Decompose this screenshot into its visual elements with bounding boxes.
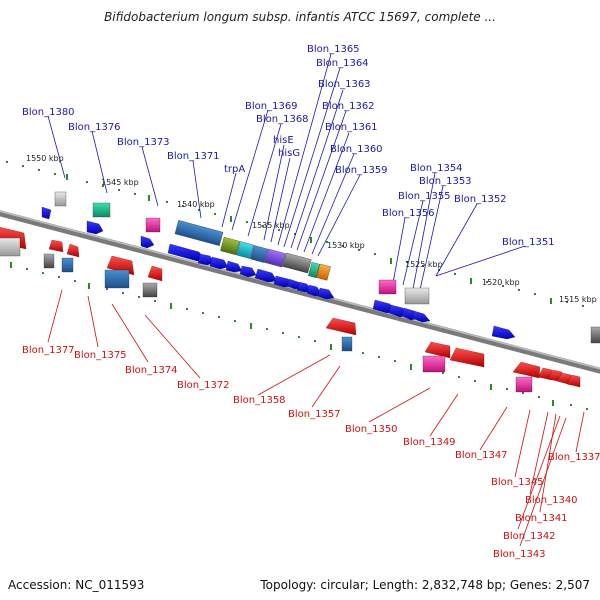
gene-label: Blon_1360: [330, 144, 383, 155]
reverse-genes: [0, 227, 581, 388]
gene-label: trpA: [224, 164, 245, 175]
gene-label: Blon_1374: [125, 365, 178, 376]
genome-backbone: [0, 210, 600, 374]
gene-label: Blon_1358: [233, 395, 286, 406]
gene-label: Blon_1377: [22, 345, 75, 356]
gene-label: Blon_1354: [410, 163, 463, 174]
gene-label: Blon_1357: [288, 409, 341, 420]
gene-label: hisG: [278, 148, 300, 159]
gene-label: Blon_1349: [403, 437, 456, 448]
gene-label: Blon_1362: [322, 101, 375, 112]
gene-label: Blon_1364: [316, 58, 369, 69]
gene-label: Blon_1380: [22, 107, 75, 118]
gene-label: Blon_1337: [548, 452, 600, 463]
gene-label: Blon_1343: [493, 549, 546, 560]
gene-label: Blon_1350: [345, 424, 398, 435]
gene-label: Blon_1363: [318, 79, 371, 90]
kbp-label: 1525 kbp: [405, 260, 443, 269]
topology-text: Topology: circular; Length: 2,832,748 bp…: [260, 578, 590, 592]
gene-label: Blon_1355: [398, 191, 451, 202]
top-leader-lines: [47, 53, 526, 291]
outer-tick-row: [6, 161, 584, 307]
gene-label: Blon_1356: [382, 208, 435, 219]
gene-label: Blon_1361: [325, 122, 378, 133]
gene-label: hisE: [273, 135, 294, 146]
gene-label: Blon_1376: [68, 122, 121, 133]
gene-label: Blon_1351: [502, 237, 555, 248]
kbp-label: 1535 kbp: [252, 221, 290, 230]
gene-label: Blon_1342: [503, 531, 556, 542]
outer-features: [54, 191, 430, 305]
gene-label: Blon_1369: [245, 101, 298, 112]
gene-label: Blon_1352: [454, 194, 507, 205]
gene-label: Blon_1365: [307, 44, 360, 55]
gene-label: Blon_1368: [256, 114, 309, 125]
gene-label: Blon_1341: [515, 513, 568, 524]
kbp-label: 1550 kbp: [26, 154, 64, 163]
gene-label: Blon_1359: [335, 165, 388, 176]
gene-label: Blon_1347: [455, 450, 508, 461]
forward-genes: [41, 206, 516, 340]
kbp-label: 1530 kbp: [327, 241, 365, 250]
kbp-label: 1520 kbp: [482, 278, 520, 287]
map-title: Bifidobacterium longum subsp. infantis A…: [104, 10, 496, 24]
kbp-label: 1545 kbp: [101, 178, 139, 187]
kbp-label: 1540 kbp: [177, 200, 215, 209]
inner-features: [0, 237, 600, 393]
gene-label: Blon_1375: [74, 350, 127, 361]
accession-text: Accession: NC_011593: [8, 578, 145, 592]
gene-label: Blon_1373: [117, 137, 170, 148]
bottom-leader-lines: [47, 289, 585, 547]
gene-label: Blon_1372: [177, 380, 230, 391]
gene-label: Blon_1345: [491, 477, 544, 488]
gene-label: Blon_1340: [525, 495, 578, 506]
kbp-labels: 1550 kbp 1545 kbp 1540 kbp 1535 kbp 1530…: [26, 154, 597, 304]
top-gene-labels: Blon_1380 Blon_1376 Blon_1373 Blon_1371 …: [22, 44, 555, 248]
gene-label: Blon_1353: [419, 176, 472, 187]
inner-tick-row: [10, 262, 588, 410]
gene-label: Blon_1371: [167, 151, 220, 162]
bottom-gene-labels: Blon_1377 Blon_1375 Blon_1374 Blon_1372 …: [22, 345, 600, 560]
kbp-label: 1515 kbp: [559, 295, 597, 304]
